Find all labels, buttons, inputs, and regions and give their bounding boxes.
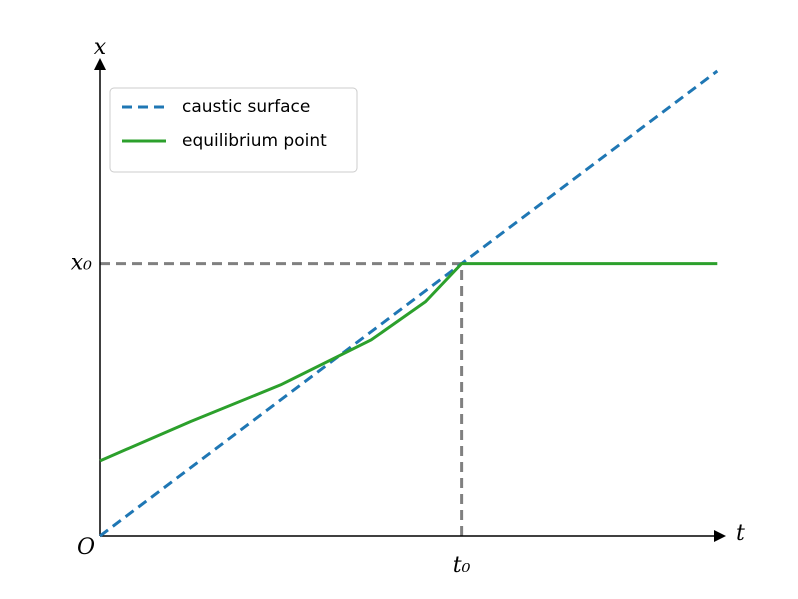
series-line xyxy=(99,69,719,538)
legend-label: equilibrium point xyxy=(182,131,327,151)
y-axis-label: x xyxy=(94,35,107,60)
x-axis-label: t xyxy=(736,521,745,546)
y-tick-label: x₀ xyxy=(71,251,92,276)
legend-label: caustic surface xyxy=(182,97,310,117)
legend: caustic surface equilibrium point xyxy=(109,87,358,173)
series-line xyxy=(99,262,718,463)
origin-label: O xyxy=(77,535,95,560)
x-tick-label: t₀ xyxy=(453,553,471,578)
legend-box xyxy=(109,87,358,173)
